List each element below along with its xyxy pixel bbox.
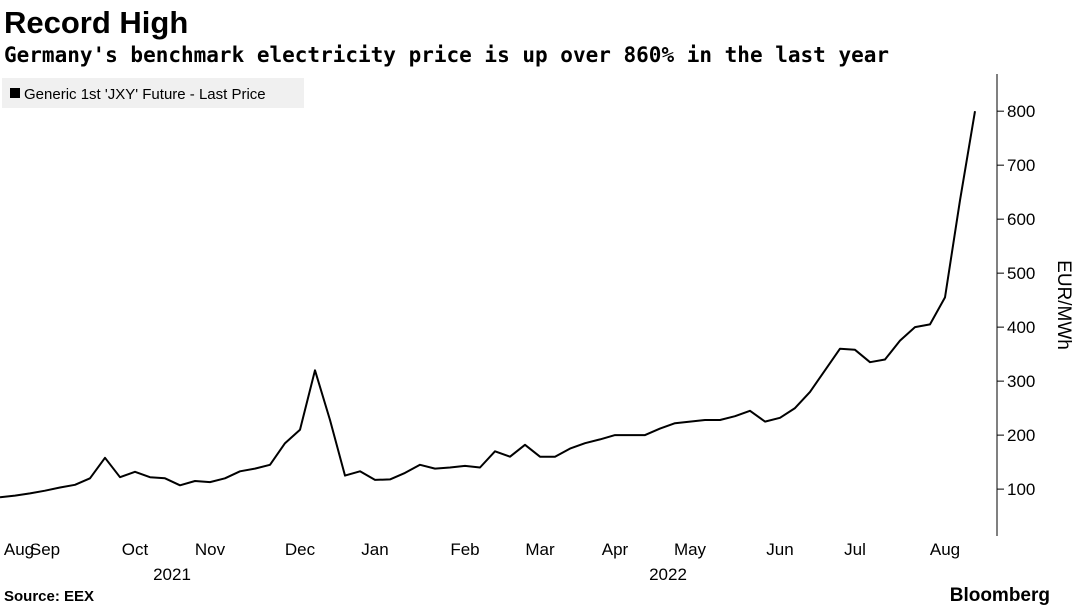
legend-box bbox=[2, 78, 304, 108]
x-tick-label: Sep bbox=[30, 540, 60, 559]
y-tick-label: 400 bbox=[1007, 318, 1035, 337]
legend-label: Generic 1st 'JXY' Future - Last Price bbox=[24, 86, 266, 103]
brand: Bloomberg bbox=[950, 585, 1050, 606]
x-tick-label: Jun bbox=[766, 540, 793, 559]
x-tick-label: Aug bbox=[4, 540, 34, 559]
y-tick-label: 200 bbox=[1007, 426, 1035, 445]
year-label: 2022 bbox=[649, 565, 687, 584]
chart-title: Record High bbox=[4, 5, 188, 40]
legend-swatch bbox=[10, 88, 20, 98]
x-tick-label: Oct bbox=[122, 540, 149, 559]
x-tick-label: Mar bbox=[525, 540, 555, 559]
y-tick-label: 600 bbox=[1007, 210, 1035, 229]
source: Source: EEX bbox=[4, 588, 94, 605]
y-tick-label: 800 bbox=[1007, 102, 1035, 121]
price-line bbox=[0, 111, 976, 499]
x-tick-label: Nov bbox=[195, 540, 226, 559]
x-tick-label: Jul bbox=[844, 540, 866, 559]
x-tick-label: Aug bbox=[930, 540, 960, 559]
y-tick-label: 300 bbox=[1007, 372, 1035, 391]
x-tick-label: May bbox=[674, 540, 707, 559]
y-tick-label: 100 bbox=[1007, 480, 1035, 499]
x-tick-label: Apr bbox=[602, 540, 629, 559]
y-axis-label: EUR/MWh bbox=[1053, 260, 1074, 350]
year-label: 2021 bbox=[153, 565, 191, 584]
y-tick-label: 700 bbox=[1007, 156, 1035, 175]
x-tick-label: Jan bbox=[361, 540, 388, 559]
x-tick-label: Feb bbox=[450, 540, 479, 559]
chart-subtitle: Germany's benchmark electricity price is… bbox=[4, 43, 889, 67]
x-tick-label: Dec bbox=[285, 540, 316, 559]
y-tick-label: 500 bbox=[1007, 264, 1035, 283]
